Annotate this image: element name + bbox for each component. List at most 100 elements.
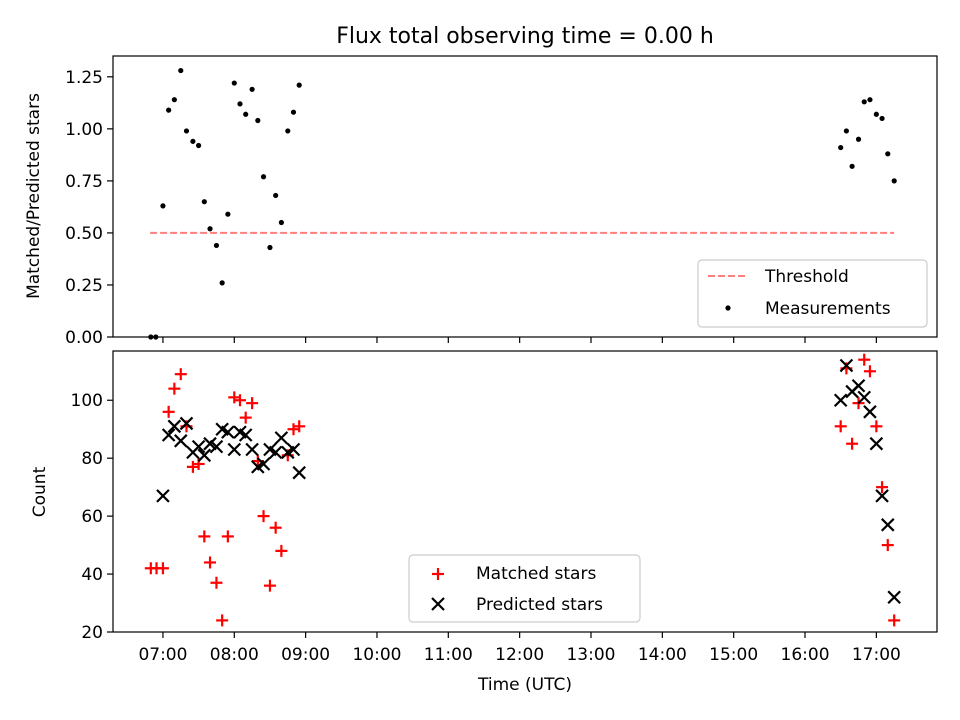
predicted-star-marker <box>292 465 306 480</box>
measurement-point <box>260 174 267 180</box>
measurement-point <box>201 199 207 205</box>
measurement-point <box>891 178 897 184</box>
top-ytick-label: 0.75 <box>65 172 103 192</box>
predicted-star-marker <box>167 419 182 434</box>
matched-star-marker <box>257 510 270 523</box>
matched-star-marker <box>156 562 169 575</box>
measurement-point <box>225 211 231 217</box>
bottom-xtick-label: 14:00 <box>638 645 687 665</box>
matched-star-marker <box>233 394 246 407</box>
predicted-star-marker <box>197 448 212 463</box>
predicted-star-marker <box>857 390 872 405</box>
measurement-point <box>249 86 255 92</box>
measurement-point <box>255 117 261 124</box>
measurement-point <box>160 203 166 209</box>
top-title: Flux total observing time = 0.00 h <box>336 24 714 49</box>
matched-star-marker <box>210 576 223 589</box>
matched-star-marker <box>858 353 871 366</box>
predicted-star-marker <box>173 434 188 448</box>
top-y-ticks: 0.00 0.25 0.50 0.75 1.00 1.25 <box>65 68 113 348</box>
matched-star-marker <box>888 614 901 627</box>
predicted-star-marker <box>221 425 235 439</box>
legend-threshold-label: Threshold <box>764 267 849 287</box>
predicted-star-marker <box>875 489 889 503</box>
matched-star-marker <box>846 437 859 450</box>
top-ytick-label: 1.00 <box>65 120 103 140</box>
top-ytick-label: 0.00 <box>65 328 103 348</box>
legend-predicted-swatch <box>431 597 445 611</box>
matched-star-marker <box>876 481 889 494</box>
predicted-star-marker <box>869 436 884 451</box>
legend-matched-swatch <box>432 568 444 580</box>
matched-star-marker <box>246 397 259 410</box>
matched-star-marker <box>228 391 241 404</box>
matched-star-marker <box>870 420 883 433</box>
bottom-panel: 20 40 60 80 100 07:00 08:00 09:00 10:00 11:00 12:… <box>30 350 938 695</box>
measurement-point <box>190 138 196 144</box>
legend-measurements-swatch <box>725 305 731 311</box>
predicted-star-marker <box>863 405 877 419</box>
measurement-point <box>178 67 184 74</box>
predicted-star-marker <box>161 428 176 442</box>
matched-star-marker <box>863 365 876 378</box>
measurement-point <box>838 144 844 151</box>
predicted-star-marker <box>245 442 259 457</box>
bottom-ytick-label: 40 <box>81 565 103 585</box>
matched-star-marker <box>881 539 894 552</box>
bottom-legend: Matched stars Predicted stars <box>408 554 641 623</box>
measurement-point <box>285 128 291 134</box>
measurement-point <box>879 115 885 122</box>
bottom-legend-box <box>408 554 641 623</box>
predicted-star-marker <box>191 439 206 454</box>
measurement-point <box>885 151 891 157</box>
measurement-point <box>843 128 849 134</box>
legend-predicted-label: Predicted stars <box>476 595 603 615</box>
bottom-ytick-label: 20 <box>81 623 103 643</box>
matched-star-marker <box>174 368 187 381</box>
measurement-point <box>243 111 249 117</box>
measurement-point <box>867 97 873 103</box>
matched-star-marker <box>221 530 234 543</box>
measurement-point <box>296 82 302 88</box>
measurement-point <box>171 97 177 103</box>
matched-star-marker <box>239 411 252 424</box>
predicted-stars-points <box>156 358 901 605</box>
bottom-x-ticks: 07:00 08:00 09:00 10:00 11:00 12:00 13:00 14:00… <box>138 632 901 665</box>
bottom-ytick-label: 100 <box>71 391 103 411</box>
bottom-xtick-label: 09:00 <box>281 645 330 665</box>
measurement-points <box>148 67 897 340</box>
measurement-point <box>207 226 213 232</box>
predicted-star-marker <box>833 393 848 408</box>
measurement-point <box>237 101 243 107</box>
predicted-star-marker <box>274 431 289 445</box>
bottom-xtick-label: 15:00 <box>709 645 758 665</box>
measurement-point <box>166 107 172 113</box>
bottom-ylabel: Count <box>30 466 50 517</box>
matched-star-marker <box>287 423 300 436</box>
matched-star-marker <box>198 530 211 543</box>
bottom-ytick-label: 60 <box>81 507 103 527</box>
bottom-xtick-label: 16:00 <box>781 645 830 665</box>
measurement-point <box>273 192 279 199</box>
matched-star-marker <box>216 614 229 627</box>
bottom-y-ticks: 20 40 60 80 100 <box>71 391 113 643</box>
legend-measurements-label: Measurements <box>765 299 891 319</box>
matched-star-marker <box>186 460 199 473</box>
bottom-xtick-label: 12:00 <box>495 645 544 665</box>
bottom-xtick-label: 13:00 <box>566 645 615 665</box>
matched-star-marker <box>162 405 175 418</box>
predicted-star-marker <box>887 590 901 605</box>
measurement-point <box>290 109 297 115</box>
bottom-axes-frame <box>112 350 938 633</box>
matched-star-marker <box>834 420 847 433</box>
matched-star-marker <box>263 579 276 592</box>
predicted-star-marker <box>256 457 271 471</box>
top-legend-box <box>697 259 928 328</box>
top-axes-frame <box>112 55 938 338</box>
top-x-ticks <box>162 337 877 343</box>
measurement-point <box>213 242 220 249</box>
bottom-xtick-label: 17:00 <box>852 645 901 665</box>
predicted-star-marker <box>179 416 194 431</box>
bottom-xtick-label: 07:00 <box>138 645 187 665</box>
